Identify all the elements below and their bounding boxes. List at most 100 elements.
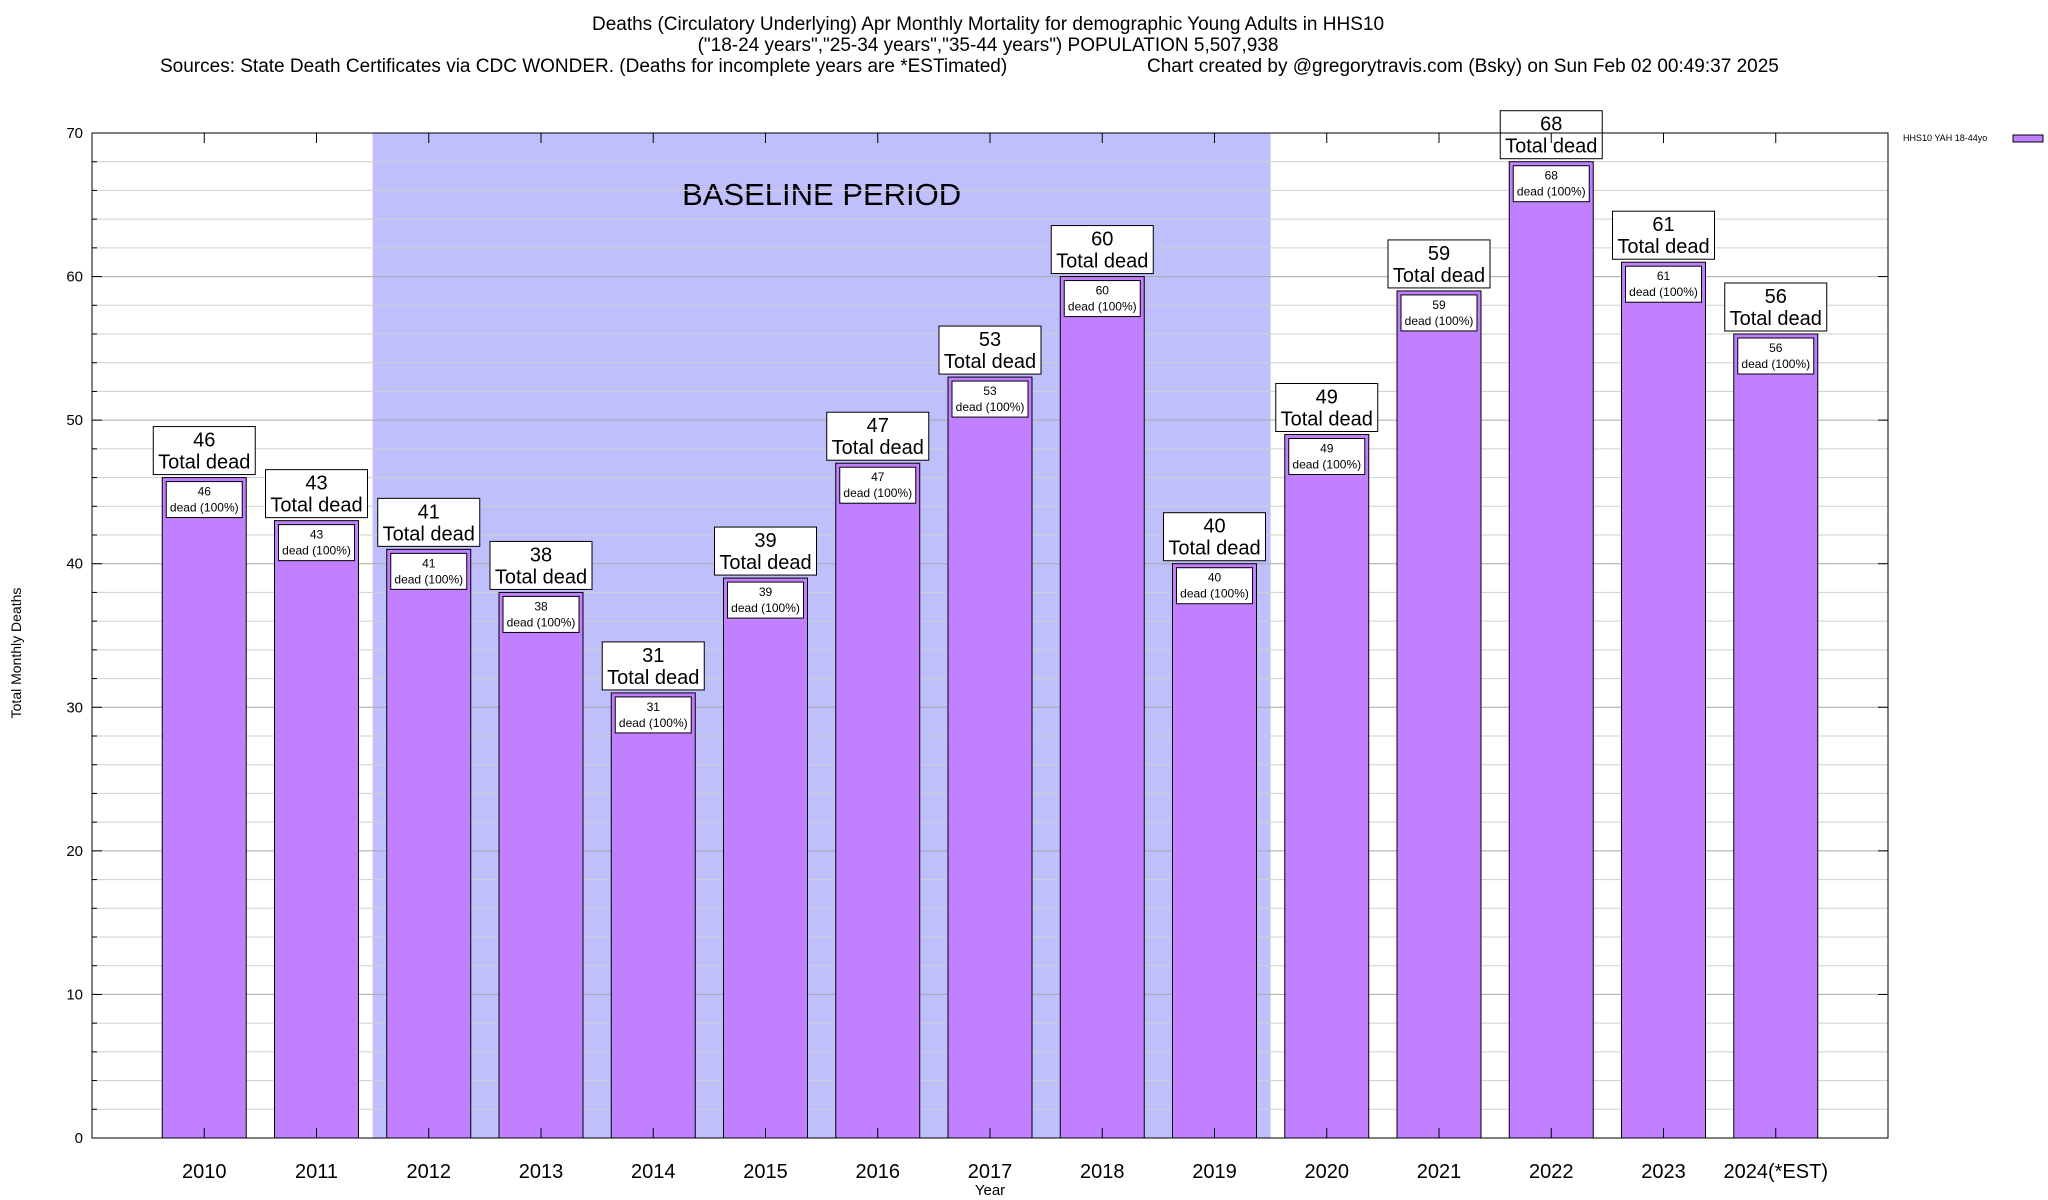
chart-title-line-1: Deaths (Circulatory Underlying) Apr Mont… [592, 14, 1384, 35]
y-tick-label: 10 [66, 986, 83, 1003]
x-tick-label: 2018 [1080, 1161, 1125, 1183]
bar [1172, 563, 1257, 1139]
bar [723, 577, 808, 1139]
y-tick-label: 60 [66, 269, 83, 286]
bar-total-dead-label: Total dead [1505, 136, 1597, 158]
bar-total-dead-label: Total dead [1730, 308, 1822, 330]
bar-total-label-box [826, 411, 930, 461]
bar-total-value-label: 38 [530, 544, 552, 566]
bar-total-label-box [152, 426, 256, 476]
x-tick-label: 2021 [1417, 1161, 1462, 1183]
bar-inner-dead-label: dead (100%) [1517, 185, 1586, 199]
y-tick-label: 70 [66, 125, 83, 142]
x-tick-label: 2013 [519, 1161, 564, 1183]
bar-inner-value-label: 59 [1432, 298, 1446, 312]
bar-total-value-label: 61 [1652, 214, 1674, 236]
bar-total-label-box [265, 469, 368, 519]
bar-inner-value-label: 61 [1657, 269, 1671, 283]
bar-inner-label-box [1625, 265, 1702, 303]
bar-total-label-box [1275, 383, 1379, 432]
x-tick-label: 2014 [631, 1161, 676, 1183]
y-tick-label: 0 [75, 1130, 83, 1147]
chart-title-line-2: ("18-24 years","25-34 years","35-44 year… [698, 35, 1279, 56]
x-tick-label: 2016 [856, 1161, 901, 1183]
bar [498, 591, 584, 1139]
bar-total-value-label: 47 [867, 415, 889, 437]
bar-inner-dead-label: dead (100%) [1629, 285, 1698, 299]
bar-total-value-label: 46 [193, 430, 215, 452]
bar-total-dead-label: Total dead [1056, 251, 1148, 273]
bar-inner-value-label: 38 [534, 599, 548, 613]
axis-layer: 0 10 20 30 40 50 60 70 2010 2011 2012 2013 2014 2015 2… [66, 125, 1888, 1183]
chart-credit: Chart created by @gregorytravis.com (Bsk… [1147, 56, 1779, 77]
bar-inner-label-box [1288, 438, 1366, 475]
bar-total-label-box [489, 540, 593, 590]
bar-inner-dead-label: dead (100%) [1405, 314, 1474, 328]
bar-total-value-label: 56 [1765, 286, 1787, 308]
bar-total-label-box [377, 497, 481, 547]
bar-inner-label-box [839, 466, 917, 504]
bar-total-label-box [714, 526, 817, 576]
bar-total-label-box [1163, 512, 1266, 562]
chart-sources: Sources: State Death Certificates via CD… [160, 56, 1007, 77]
x-tick-label: 2012 [407, 1161, 452, 1183]
legend-series-label: HHS10 YAH 18-44yo [1903, 133, 1987, 143]
x-tick-label: 2022 [1529, 1161, 1574, 1183]
bar-total-value-label: 60 [1091, 229, 1113, 251]
y-tick-label: 30 [66, 699, 83, 716]
bar-total-dead-label: Total dead [944, 351, 1036, 373]
bar-inner-label-box [1512, 165, 1590, 203]
bar-total-dead-label: Total dead [1393, 265, 1485, 287]
bar-inner-label-box [502, 595, 580, 633]
bar-inner-value-label: 60 [1096, 284, 1110, 298]
bar-total-dead-label: Total dead [270, 495, 362, 517]
bar-inner-dead-label: dead (100%) [1741, 357, 1810, 371]
bar [1621, 261, 1706, 1139]
x-tick-label: 2023 [1641, 1161, 1686, 1183]
bar-inner-dead-label: dead (100%) [394, 572, 463, 586]
bar-total-value-label: 43 [305, 473, 327, 495]
bar-total-dead-label: Total dead [1168, 538, 1260, 560]
bar-inner-value-label: 40 [1208, 571, 1222, 585]
bar-total-dead-label: Total dead [1617, 236, 1709, 258]
bar-inner-dead-label: dead (100%) [1292, 458, 1361, 472]
bar-total-label-box [601, 641, 705, 691]
bar-inner-label-box [1400, 294, 1478, 332]
bar-inner-dead-label: dead (100%) [956, 400, 1025, 414]
bar-inner-label-box [727, 581, 804, 619]
bar-inner-value-label: 43 [310, 528, 324, 542]
bar-inner-value-label: 47 [871, 470, 885, 484]
bar [1396, 290, 1482, 1139]
bar-inner-label-box [390, 552, 468, 590]
bar-total-value-label: 53 [979, 329, 1001, 351]
bar-inner-dead-label: dead (100%) [843, 486, 912, 500]
bar-inner-label-box [278, 524, 355, 562]
bar-inner-label-box [165, 481, 243, 519]
bar-total-value-label: 59 [1428, 243, 1450, 265]
bar [386, 548, 472, 1139]
bar [161, 477, 247, 1139]
bar-total-label-box [1387, 239, 1491, 289]
bar [1733, 333, 1819, 1139]
bar-inner-label-box [1063, 280, 1141, 318]
bar-inner-value-label: 31 [647, 700, 661, 714]
bar [610, 692, 696, 1139]
bar-total-value-label: 31 [642, 645, 664, 667]
bar-inner-dead-label: dead (100%) [282, 544, 351, 558]
bar-total-value-label: 41 [418, 501, 440, 523]
bar-inner-label-box [614, 696, 692, 734]
bar-total-value-label: 49 [1316, 387, 1338, 409]
bar-total-value-label: 39 [754, 530, 776, 552]
bar-inner-dead-label: dead (100%) [1068, 300, 1137, 314]
